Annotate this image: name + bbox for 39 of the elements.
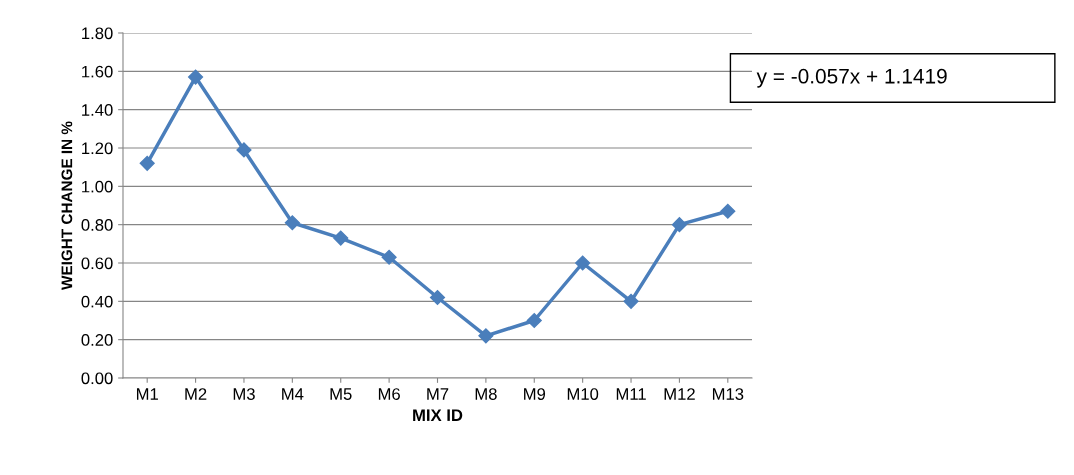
point [478, 328, 494, 344]
x-tick-label: M5 [330, 388, 352, 400]
x-tick-label: M6 [378, 388, 400, 400]
point [526, 312, 542, 329]
y-tick-label: 0.00 [81, 372, 113, 385]
x-tick-label: M10 [567, 388, 599, 400]
y-tick-label: 1.40 [82, 104, 113, 116]
point [139, 155, 155, 171]
y-tick-label: 1.80 [82, 27, 113, 40]
x-tick-label: M7 [427, 388, 449, 400]
point [381, 249, 397, 265]
x-tick-label: M2 [185, 388, 207, 400]
x-tick-label: M1 [136, 388, 158, 400]
point [623, 293, 639, 309]
x-tick-label: M3 [233, 388, 255, 400]
point [671, 217, 687, 233]
x-tick-label: M9 [524, 388, 546, 400]
x-tick-label: M13 [712, 388, 744, 400]
x-axis-title: MIX ID [413, 409, 463, 421]
point [236, 142, 252, 158]
x-tick-label: M11 [616, 388, 646, 400]
x-tick-label: M12 [664, 388, 695, 400]
y-tick-label: 1.20 [82, 142, 113, 155]
point [333, 230, 349, 246]
point [429, 289, 446, 306]
point [720, 203, 736, 219]
y-tick-label: 0.20 [81, 334, 113, 346]
y-axis-title: WEIGHT CHANGE IN % [61, 121, 73, 290]
y-tick-label: 1.60 [82, 65, 113, 78]
y-tick-label: 0.60 [81, 257, 113, 270]
text: y = -0.057x + 1.1419 [756, 68, 947, 88]
point [284, 215, 300, 231]
x-tick-label: M4 [282, 388, 304, 400]
point [575, 255, 591, 271]
y-tick-label: 0.40 [81, 295, 113, 308]
x-tick-label: M8 [475, 388, 497, 400]
y-tick-label: 1.00 [82, 180, 113, 193]
point [188, 69, 204, 85]
y-tick-label: 0.80 [81, 219, 113, 231]
